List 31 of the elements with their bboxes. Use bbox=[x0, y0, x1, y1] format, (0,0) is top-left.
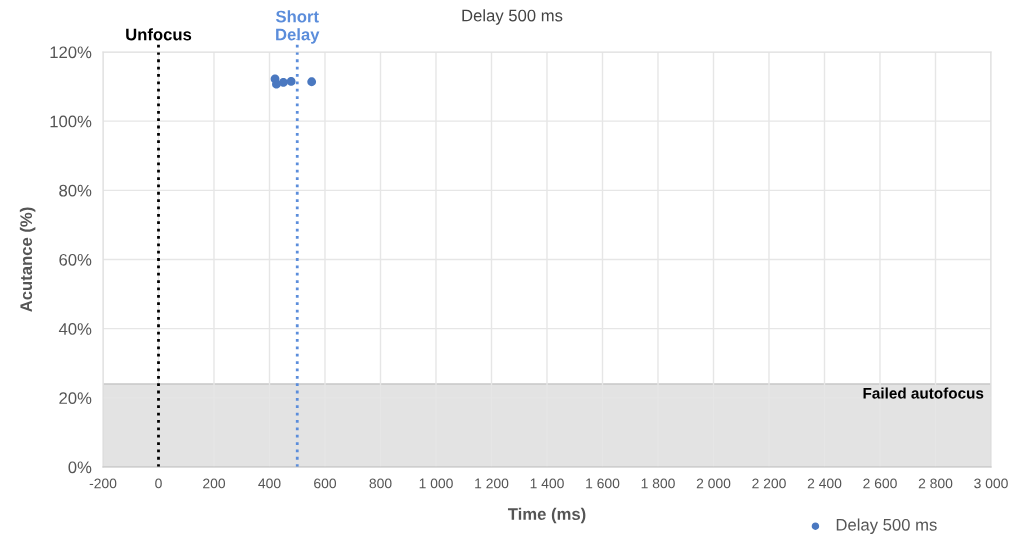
y-tick-label: 120% bbox=[50, 46, 92, 59]
band-label: Failed autofocus bbox=[863, 387, 984, 399]
x-tick-label: 600 bbox=[314, 478, 337, 489]
x-tick-label: 2 800 bbox=[918, 478, 953, 489]
y-tick-label: 40% bbox=[58, 323, 92, 335]
x-tick-label: 400 bbox=[258, 478, 281, 489]
y-tick-label: 20% bbox=[59, 392, 92, 405]
x-axis-title: Time (ms) bbox=[507, 507, 586, 524]
x-tick-label: 1 600 bbox=[586, 478, 620, 489]
legend-label: Delay 500 ms bbox=[836, 518, 937, 534]
x-tick-label: 2 200 bbox=[752, 478, 786, 489]
chart-title: Delay 500 ms bbox=[462, 9, 563, 25]
x-tick-label: 800 bbox=[369, 478, 392, 489]
x-tick-label: 1 400 bbox=[530, 478, 564, 489]
x-tick-label: 1 800 bbox=[641, 478, 675, 489]
x-tick-label: 1 000 bbox=[419, 478, 453, 489]
y-tick-label: 80% bbox=[59, 184, 92, 197]
x-tick-label: 2 400 bbox=[807, 478, 842, 489]
x-tick-label: 0 bbox=[155, 478, 162, 489]
ref-line-label: Short Delay bbox=[275, 10, 320, 44]
y-tick-label: 100% bbox=[50, 115, 92, 128]
x-tick-label: -200 bbox=[89, 478, 117, 489]
x-tick-label: 3 000 bbox=[974, 478, 1008, 489]
y-tick-label: 60% bbox=[59, 253, 92, 266]
y-axis-title: Acutance (%) bbox=[19, 207, 36, 312]
x-tick-label: 2 600 bbox=[863, 478, 897, 489]
ref-line-label: Unfocus bbox=[126, 28, 192, 41]
x-tick-label: 2 000 bbox=[696, 478, 731, 489]
y-tick-label: 0% bbox=[68, 461, 92, 474]
x-tick-label: 1 200 bbox=[475, 478, 509, 489]
x-tick-label: 200 bbox=[203, 478, 226, 489]
